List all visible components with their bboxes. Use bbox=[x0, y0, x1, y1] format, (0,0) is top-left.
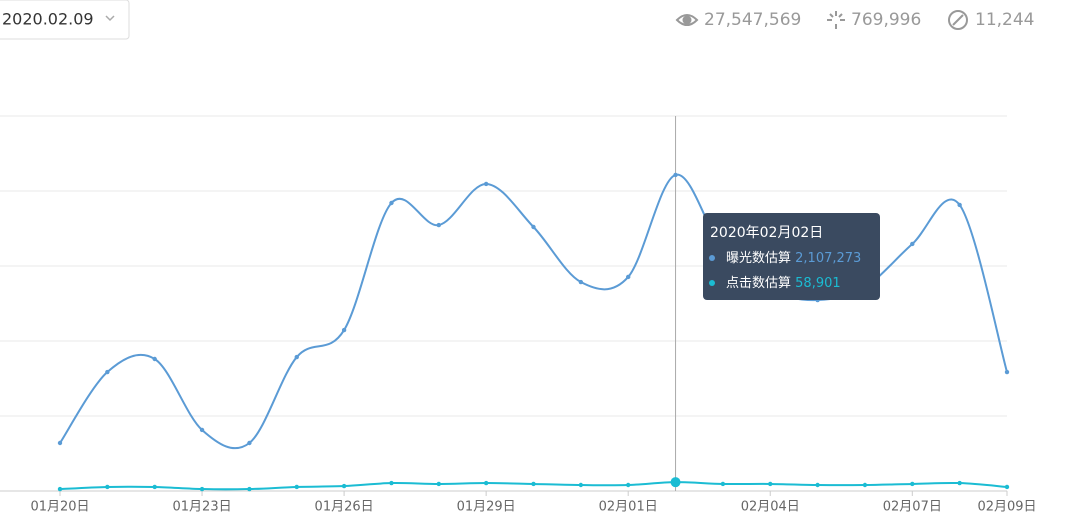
point bbox=[531, 481, 536, 487]
x-tick-label: 01月23日 bbox=[173, 500, 232, 515]
point bbox=[105, 369, 110, 375]
point bbox=[670, 477, 681, 488]
point bbox=[105, 484, 110, 490]
tooltip-box bbox=[703, 213, 880, 300]
point bbox=[483, 181, 489, 187]
tooltip-value: 58,901 bbox=[795, 276, 841, 291]
point bbox=[862, 482, 868, 488]
point bbox=[1004, 369, 1010, 375]
point bbox=[626, 274, 631, 280]
x-tick-label: 01月29日 bbox=[457, 500, 516, 515]
stat-clicks: 769,996 bbox=[851, 10, 921, 30]
point bbox=[957, 480, 962, 486]
series-name: 曝光数估算 bbox=[726, 251, 791, 266]
point bbox=[531, 224, 536, 230]
point bbox=[341, 327, 347, 333]
point bbox=[199, 427, 205, 433]
point bbox=[578, 482, 584, 488]
tooltip-title: 2020年02月02日 bbox=[710, 225, 823, 241]
point bbox=[815, 482, 820, 488]
point bbox=[578, 279, 584, 285]
tooltip-value: 2,107,273 bbox=[795, 251, 861, 266]
point bbox=[247, 440, 252, 446]
dropdown-arrow bbox=[105, 15, 115, 22]
point bbox=[152, 484, 157, 490]
date-select[interactable] bbox=[0, 0, 130, 40]
point bbox=[626, 482, 631, 488]
point bbox=[436, 481, 441, 487]
point bbox=[341, 483, 347, 489]
x-tick-label: 02月07日 bbox=[883, 500, 942, 515]
tooltip-dot bbox=[709, 280, 715, 286]
x-tick-label: 01月20日 bbox=[30, 500, 89, 515]
point bbox=[768, 481, 773, 487]
point bbox=[57, 440, 63, 446]
tooltip-dot bbox=[709, 255, 715, 261]
icons bbox=[675, 10, 968, 30]
tooltip-item: 点击数估算 58,901 bbox=[726, 276, 841, 291]
point bbox=[957, 202, 962, 208]
x-tick-label: 01月26日 bbox=[315, 500, 374, 515]
point bbox=[436, 222, 441, 228]
point bbox=[389, 480, 394, 486]
x-tick-label: 02月04日 bbox=[741, 500, 800, 515]
point bbox=[1004, 484, 1010, 490]
point bbox=[199, 486, 205, 492]
point bbox=[152, 356, 157, 362]
point bbox=[294, 484, 299, 490]
tooltip-item: 曝光数估算 2,107,273 bbox=[726, 251, 861, 266]
stat-conversions: 11,244 bbox=[975, 10, 1034, 30]
date-value: 2020.02.09 bbox=[2, 10, 94, 29]
point bbox=[294, 354, 299, 360]
series-name: 点击数估算 bbox=[726, 276, 791, 291]
point bbox=[389, 200, 394, 206]
point bbox=[673, 172, 678, 178]
x-tick-label: 02月09日 bbox=[977, 500, 1036, 515]
point bbox=[720, 481, 726, 487]
point bbox=[247, 486, 252, 492]
point bbox=[483, 480, 489, 486]
x-tick-label: 02月01日 bbox=[599, 500, 658, 515]
stat-views: 27,547,569 bbox=[704, 10, 801, 30]
point bbox=[910, 241, 915, 247]
point bbox=[57, 486, 63, 492]
point bbox=[910, 481, 915, 487]
